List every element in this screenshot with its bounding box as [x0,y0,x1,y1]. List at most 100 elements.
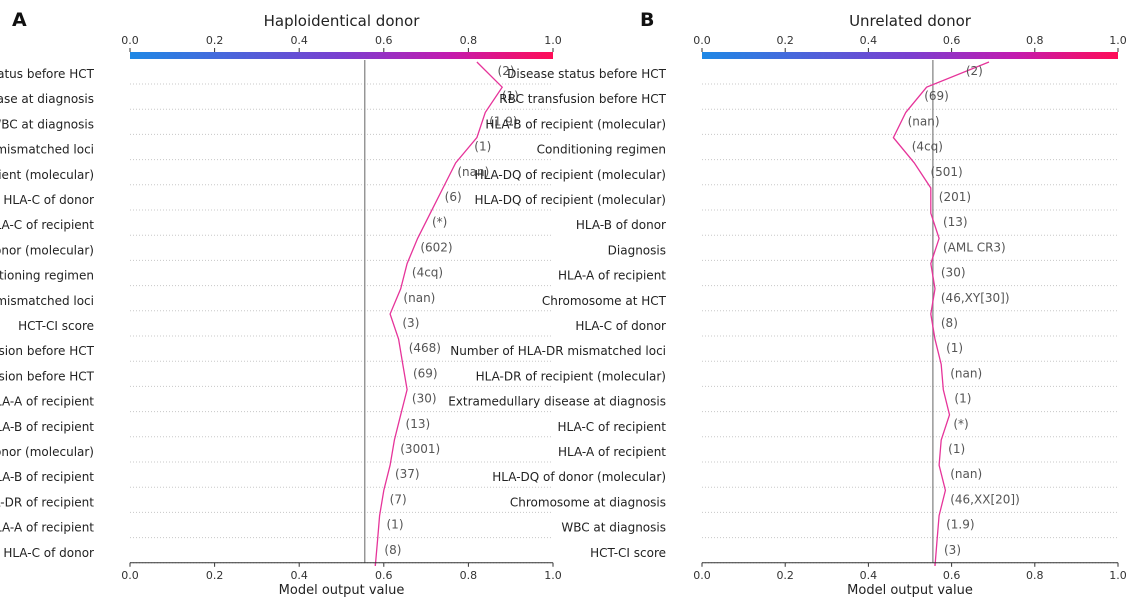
x-axis-label: Model output value [279,583,405,597]
decision-path [374,61,504,567]
feature-value: (4cq) [912,140,943,154]
feature-label: Number of HLA-DR mismatched loci [0,143,94,157]
feature-label: Extramedullary disease at diagnosis [0,92,94,106]
x-tick-label: 1.0 [1109,569,1127,582]
decision-path [892,61,990,567]
x-tick-label: 0.6 [943,569,961,582]
feature-value: (1.9) [946,518,974,532]
feature-value: (3) [402,316,419,330]
feature-value: (*) [432,215,447,229]
feature-value: (nan) [950,467,982,481]
feature-value: (nan) [950,366,982,380]
feature-value: (nan) [908,114,940,128]
feature-label: HLA-C of recipient [0,218,94,232]
feature-value: (30) [941,266,966,280]
chart-title: Haploidentical donor [264,12,421,30]
feature-label: HLA-A of recipient [558,269,666,283]
colorbar-tick-label: 0.4 [290,34,308,47]
feature-value: (1) [954,392,971,406]
feature-label: WBC at diagnosis [561,521,666,535]
feature-label: Conditioning regimen [0,269,94,283]
colorbar-tick-label: 0.8 [460,34,478,47]
colorbar-tick-label: 0.0 [693,34,711,47]
feature-value: (13) [406,417,431,431]
feature-value: (3001) [400,442,440,456]
feature-value: (3) [944,543,961,557]
feature-label: HLA-DR of recipient [0,495,94,509]
panel-a: A Haploidentical donor 0.0 0.2 0.4 0.6 0.8 1.0 D… [0,9,562,598]
feature-label: HLA-DQ of recipient (molecular) [474,168,666,182]
colorbar-tick-label: 0.0 [121,34,139,47]
feature-value: (13) [943,215,968,229]
feature-value: (AML CR3) [943,240,1006,254]
feature-label: HLA-B of recipient [0,420,94,434]
feature-label: Conditioning regimen [537,143,666,157]
feature-value: (1) [502,89,519,103]
feature-value: (69) [413,366,438,380]
colorbar [702,52,1118,59]
x-tick-label: 1.0 [544,569,562,582]
feature-value: (1) [387,518,404,532]
feature-label: Platelet transfusion before HCT [0,344,95,358]
x-tick-label: 0.0 [693,569,711,582]
feature-label: HLA-A of donor (molecular) [0,445,94,459]
feature-label: HLA-DQ of donor (molecular) [492,470,666,484]
colorbar-tick-label: 0.4 [860,34,878,47]
feature-value: (4cq) [412,266,443,280]
feature-value: (*) [953,417,968,431]
x-tick-label: 0.4 [290,569,308,582]
feature-label: HCT-CI score [18,319,94,333]
colorbar-tick-label: 0.6 [375,34,393,47]
chart-title: Unrelated donor [849,12,972,30]
feature-value: (6) [445,190,462,204]
feature-value: (46,XY[30]) [941,291,1010,305]
feature-label: HLA-DQ of recipient (molecular) [474,193,666,207]
feature-label: Chromosome at diagnosis [510,495,666,509]
x-tick-label: 0.8 [460,569,478,582]
feature-label: Number of HLA-DR mismatched loci [450,344,666,358]
feature-value: (468) [409,341,441,355]
panel-b: B Unrelated donor 0.0 0.2 0.4 0.6 0.8 1.0 Diseas… [448,9,1127,598]
colorbar-tick-label: 0.8 [1026,34,1044,47]
feature-label: HLA-C of recipient [558,420,667,434]
feature-label: Diagnosis [608,243,666,257]
feature-label: HLA-B of recipient [0,470,94,484]
x-tick-label: 0.0 [121,569,139,582]
feature-label: RBC transfusion before HCT [499,92,666,106]
x-axis-label: Model output value [847,583,973,597]
feature-value: (30) [412,392,437,406]
x-tick-label: 0.4 [860,569,878,582]
feature-value: (8) [941,316,958,330]
feature-label: HLA-DR of recipient (molecular) [476,369,666,383]
feature-label: Chromosome at HCT [542,294,667,308]
feature-value: (37) [395,467,420,481]
feature-value: (1) [946,341,963,355]
feature-label: HCT-CI score [590,546,666,560]
feature-label: HLA-B of recipient (molecular) [0,168,94,182]
feature-label: HLA-C of donor [3,193,94,207]
feature-value: (nan) [403,291,435,305]
colorbar [130,52,553,59]
feature-label: Number of HLA-A, B, C, DR mismatched loc… [0,294,94,308]
feature-label: Disease status before HCT [507,67,667,81]
colorbar-tick-label: 0.2 [206,34,224,47]
feature-label: HLA-B of donor [576,218,666,232]
feature-label: HLA-A of recipient [558,445,666,459]
feature-label: HLA-C of donor [3,546,94,560]
feature-value: (1) [474,140,491,154]
feature-value: (201) [939,190,971,204]
feature-value: (46,XX[20]) [950,492,1020,506]
panel-letter: A [12,9,27,31]
x-tick-label: 0.2 [206,569,224,582]
colorbar-tick-label: 0.2 [776,34,794,47]
feature-value: (69) [924,89,949,103]
feature-value: (602) [420,240,452,254]
feature-label: HLA-A of recipient [0,395,94,409]
feature-value: (2) [966,64,983,78]
feature-label: Extramedullary disease at diagnosis [448,395,666,409]
feature-value: (7) [390,492,407,506]
feature-label: WBC at diagnosis [0,117,94,131]
colorbar-tick-label: 1.0 [544,34,562,47]
feature-value: (nan) [457,165,489,179]
